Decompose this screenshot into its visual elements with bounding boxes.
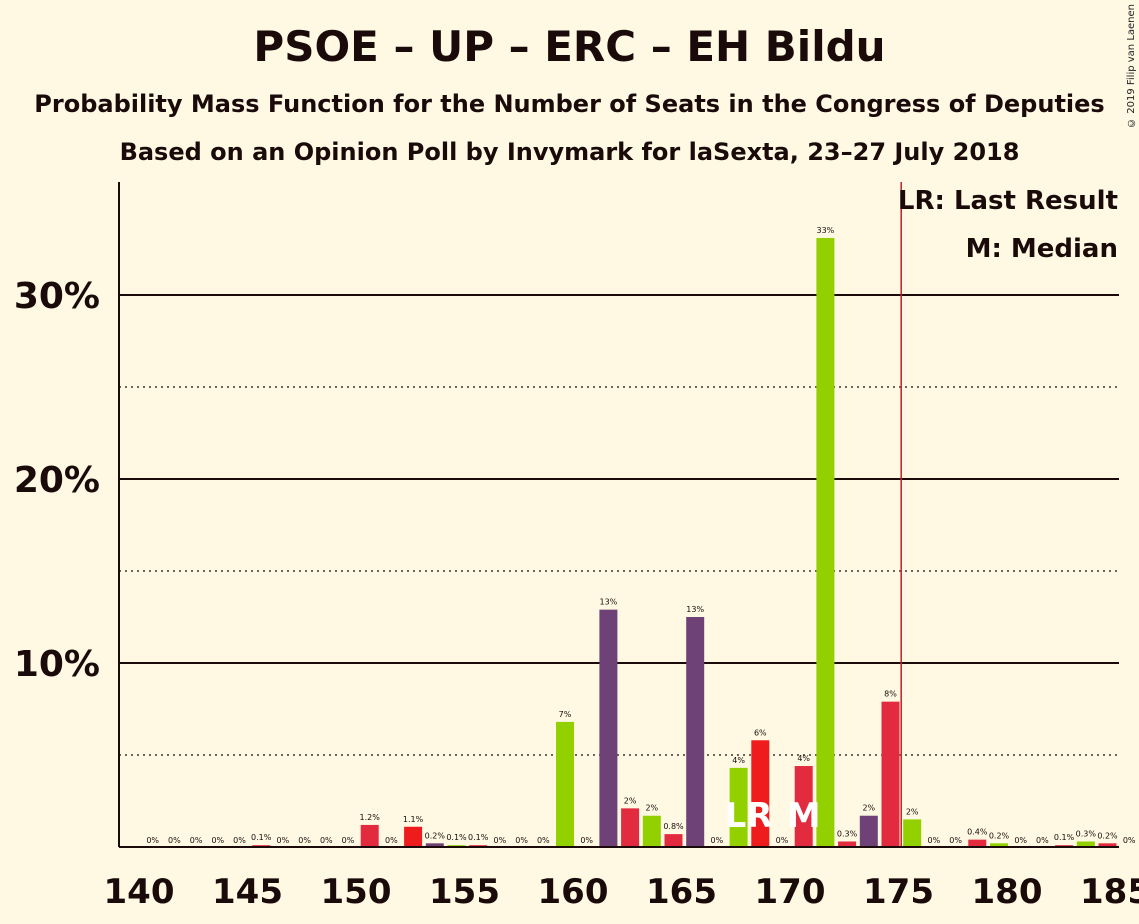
bar-value-label: 0.1% (1054, 833, 1075, 842)
x-tick-label: 140 (104, 872, 175, 912)
bar-value-label: 0% (342, 836, 355, 845)
bar (1076, 841, 1095, 847)
chart-source-line: Based on an Opinion Poll by Invymark for… (119, 138, 1020, 166)
bar (859, 815, 878, 847)
bar-value-label: 0% (580, 836, 593, 845)
y-tick-label: 10% (14, 644, 100, 685)
bar-value-label: 6% (754, 728, 767, 737)
bar-value-label: 0% (320, 836, 333, 845)
bar-value-label: 0% (1123, 836, 1136, 845)
bar-value-label: 1.1% (403, 815, 424, 824)
bar-value-label: 8% (884, 690, 897, 699)
bar-value-label: 2% (862, 804, 875, 813)
bar-value-label: 0% (711, 836, 724, 845)
bar-value-label: 13% (686, 605, 704, 614)
bar-value-label: 0% (776, 836, 789, 845)
bar-value-label: 0.8% (663, 822, 684, 831)
bar (599, 609, 618, 847)
bar-value-label: 0% (146, 836, 159, 845)
y-tick-label: 20% (14, 460, 100, 501)
bar-value-label: 0.2% (1097, 831, 1118, 840)
bar-value-label: 0% (928, 836, 941, 845)
bar (751, 740, 770, 847)
bar-value-label: 0% (190, 836, 203, 845)
bar-value-label: 7% (559, 710, 572, 719)
bar-value-label: 0.2% (425, 831, 446, 840)
bar-value-label: 33% (817, 226, 835, 235)
bar-value-label: 0% (515, 836, 528, 845)
bar (1098, 843, 1117, 847)
bar-value-label: 0% (211, 836, 224, 845)
chart-title: PSOE – UP – ERC – EH Bildu (253, 22, 886, 71)
bar-value-label: 4% (797, 754, 810, 763)
x-tick-label: 175 (863, 872, 934, 912)
bar (404, 826, 423, 847)
bar-value-label: 13% (600, 598, 618, 607)
bar-value-label: 0% (168, 836, 181, 845)
bar-value-label: 2% (645, 804, 658, 813)
bar (729, 767, 748, 847)
bar-value-label: 2% (906, 807, 919, 816)
bar-value-label: 2% (624, 796, 637, 805)
x-tick-label: 180 (972, 872, 1043, 912)
bar (686, 617, 705, 847)
bar-value-label: 4% (732, 756, 745, 765)
last-result-marker: LR (725, 796, 773, 836)
bar-value-label: 0% (537, 836, 550, 845)
bar-value-label: 0% (494, 836, 507, 845)
x-tick-label: 155 (429, 872, 500, 912)
bar (360, 824, 379, 847)
bar-value-label: 0% (1036, 836, 1049, 845)
bar-value-label: 0% (298, 836, 311, 845)
bar-value-label: 0.3% (837, 829, 858, 838)
bar (968, 839, 987, 847)
bar-value-label: 0% (949, 836, 962, 845)
bar (556, 721, 574, 847)
bar (425, 843, 444, 847)
bar (621, 808, 640, 847)
y-tick-label: 30% (14, 276, 100, 317)
bar (903, 819, 922, 847)
bar-value-label: 0.1% (251, 833, 272, 842)
bar (990, 843, 1008, 847)
x-tick-label: 165 (646, 872, 717, 912)
bar (881, 701, 900, 847)
bar-value-label: 1.2% (360, 813, 381, 822)
bar-value-label: 0.3% (1076, 829, 1097, 838)
bar-value-label: 0.4% (967, 828, 988, 837)
bar-value-label: 0.1% (468, 833, 489, 842)
axes: 10% 20% 30% 140 145 150 155 160 165 170 175 180 185 (14, 182, 1139, 912)
x-tick-label: 185 (1080, 872, 1139, 912)
bar (794, 766, 813, 847)
bar-value-label: 0% (277, 836, 290, 845)
chart-subtitle: Probability Mass Function for the Number… (34, 90, 1105, 118)
bar-value-label: 0% (233, 836, 246, 845)
median-marker: M (787, 796, 821, 836)
bar-value-label: 0% (385, 836, 398, 845)
bar-value-label: 0.2% (989, 831, 1010, 840)
bar-value-label: 0.1% (446, 833, 467, 842)
x-tick-label: 160 (538, 872, 609, 912)
bar-value-label: 0% (1014, 836, 1027, 845)
x-tick-label: 150 (321, 872, 392, 912)
bar (816, 237, 835, 847)
legend-last-result: LR: Last Result (898, 186, 1118, 216)
x-tick-label: 170 (755, 872, 826, 912)
bars: 0% 0% 0% 0% 0% 0.1% 0% 0% 0% 0%1.2%0%1.1%0.2% 0.1%… (146, 226, 1136, 847)
markers: LR M (725, 182, 902, 847)
bar (664, 834, 683, 847)
bar (838, 841, 857, 847)
bar (642, 815, 661, 847)
x-tick-label: 145 (212, 872, 283, 912)
legend-median: M: Median (966, 234, 1118, 264)
gridlines (119, 294, 1119, 756)
